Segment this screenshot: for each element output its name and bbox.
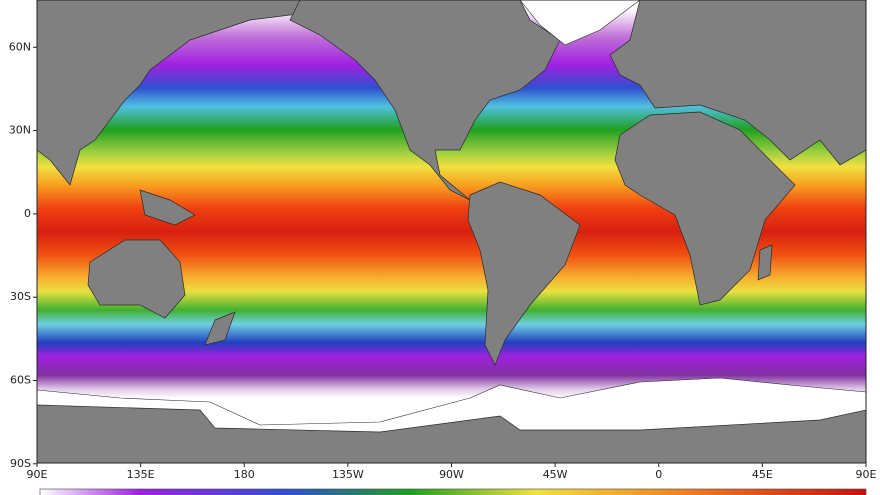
- new-zealand: [204, 311, 236, 346]
- lon-label: 0: [655, 468, 662, 481]
- lat-label: 0: [24, 207, 31, 220]
- lat-label: 30S: [10, 290, 31, 303]
- lon-label: 90W: [439, 468, 464, 481]
- lat-label: 30N: [9, 124, 31, 137]
- greenland: [519, 0, 641, 46]
- lat-label: 60N: [9, 40, 31, 53]
- lon-label: 135E: [127, 468, 155, 481]
- north-america: [289, 0, 561, 201]
- lon-label: 45E: [752, 468, 773, 481]
- lat-label: 60S: [10, 374, 31, 387]
- land: [36, 0, 867, 464]
- lon-label: 45W: [543, 468, 568, 481]
- indonesia: [139, 189, 196, 226]
- lon-label: 135W: [332, 468, 364, 481]
- africa: [614, 111, 796, 306]
- longitude-labels: 90E 135E 180 135W 90W 45W 0 45E 90E: [27, 463, 877, 481]
- lon-label: 90E: [856, 468, 877, 481]
- lon-label: 180: [234, 468, 255, 481]
- lat-label: 90S: [10, 457, 31, 470]
- eurasia: [609, 0, 867, 166]
- lon-label: 90E: [27, 468, 48, 481]
- south-america: [467, 181, 581, 366]
- madagascar: [757, 244, 773, 281]
- latitude-labels: 60N 30N 0 30S 60S 90S: [9, 40, 37, 470]
- australia: [87, 239, 186, 319]
- colorbar: [39, 488, 867, 495]
